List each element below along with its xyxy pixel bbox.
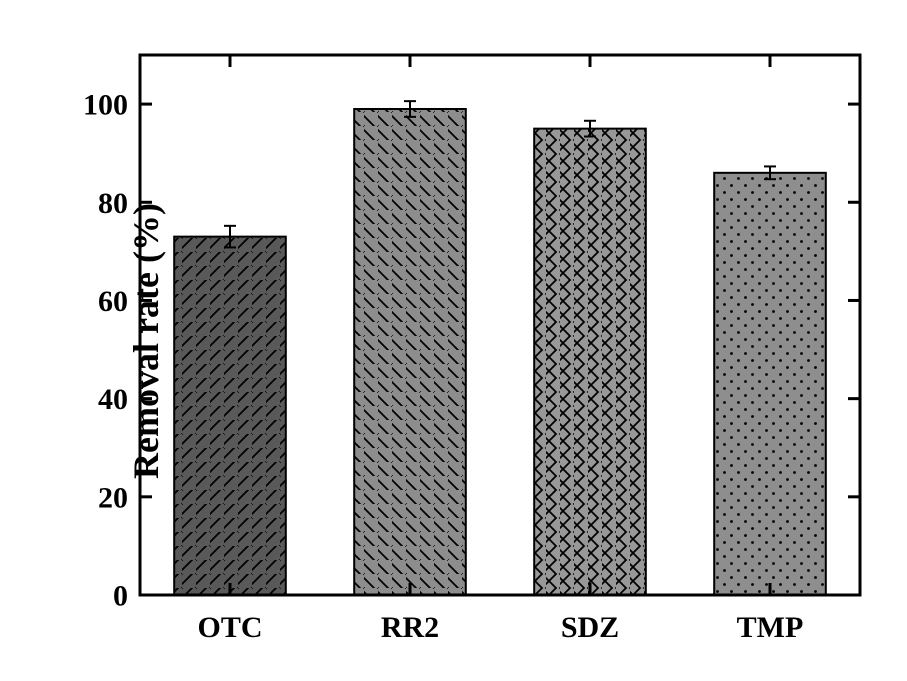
chart-container: Removal rate (%) OTC RR2 SDZ TMP 0 20 40 60 80 10… xyxy=(0,0,907,681)
bar-otc xyxy=(174,237,286,595)
bar-sdz xyxy=(534,129,646,595)
y-axis-label: Removal rate (%) xyxy=(125,203,167,479)
y-tick-label: 80 xyxy=(98,187,128,220)
x-tick-label: SDZ xyxy=(561,611,619,644)
y-tick-label: 100 xyxy=(83,89,128,122)
bar-tmp xyxy=(714,173,826,595)
y-tick-label: 40 xyxy=(98,383,128,416)
x-tick-label: OTC xyxy=(197,611,262,644)
y-tick-label: 60 xyxy=(98,285,128,318)
x-tick-label: RR2 xyxy=(381,611,439,644)
x-tick-label: TMP xyxy=(737,611,804,644)
bar-rr2 xyxy=(354,109,466,595)
y-tick-label: 20 xyxy=(98,481,128,514)
y-tick-label: 0 xyxy=(113,580,128,613)
